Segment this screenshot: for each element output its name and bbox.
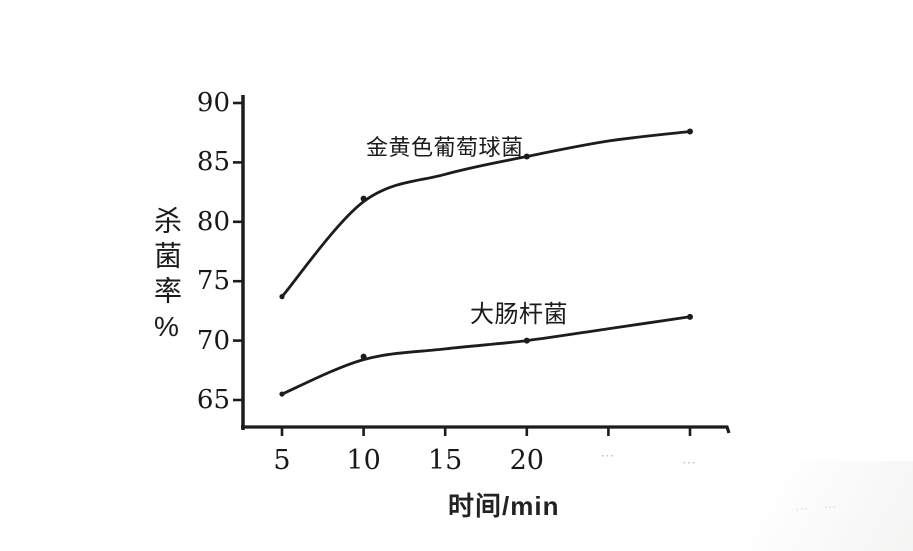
data-point-marker <box>687 313 693 320</box>
y-tick-label: 75 <box>196 266 230 297</box>
scan-artifact-smudge: ⋯ ⋯ <box>794 498 844 517</box>
x-tick-label-faded: ⋯ <box>682 455 698 471</box>
y-axis-title: 杀菌率% <box>151 206 182 349</box>
data-point-marker <box>687 128 693 135</box>
y-tick-label: 70 <box>196 325 230 356</box>
data-point-marker <box>360 353 367 360</box>
x-tick-label-faded: ⋯ <box>600 448 617 464</box>
data-point-marker <box>523 337 530 344</box>
curve-start-nub <box>279 391 285 397</box>
x-tick-label: 20 <box>509 445 544 476</box>
y-tick-label: 80 <box>196 206 230 237</box>
y-tick-label: 65 <box>196 385 230 415</box>
curve-series-1 <box>280 315 692 396</box>
data-point-marker <box>523 153 530 160</box>
data-point-marker <box>360 195 367 202</box>
x-tick-label: 15 <box>428 445 463 476</box>
curve-start-nub <box>279 294 285 300</box>
series-label-staphylococcus-aureus: 金黄色葡萄球菌 <box>366 135 524 160</box>
y-tick-label: 90 <box>196 88 230 118</box>
x-axis-line <box>241 425 731 434</box>
x-tick-label: 10 <box>346 445 381 476</box>
series-label-e-coli: 大肠杆菌 <box>470 301 568 328</box>
x-tick-label: 5 <box>273 445 291 476</box>
x-axis-title: 时间/min <box>448 491 560 521</box>
curve-series-0 <box>280 130 692 298</box>
y-tick-label: 85 <box>196 147 230 178</box>
